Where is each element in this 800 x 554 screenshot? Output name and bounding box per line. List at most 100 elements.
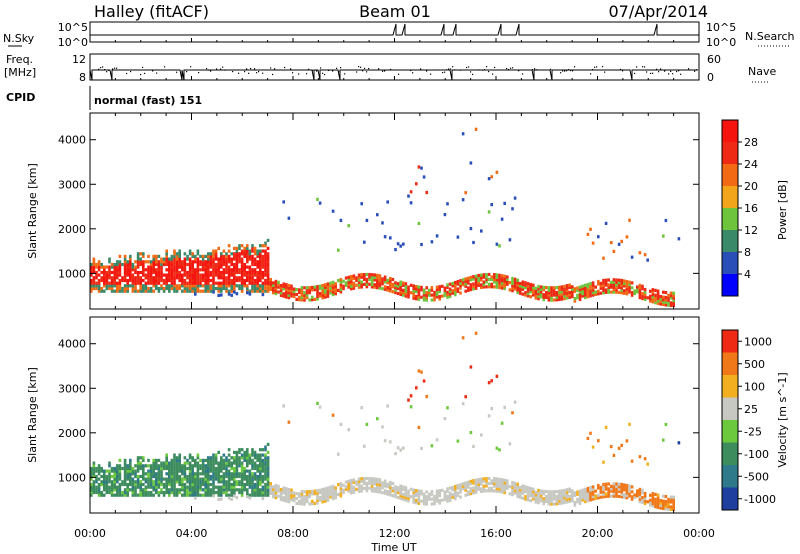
velocity-cell: [157, 472, 161, 476]
velocity-cell: [188, 466, 192, 471]
power-cell: [412, 284, 415, 288]
velocity-cell: [212, 474, 215, 479]
velocity-cell: [170, 488, 174, 492]
power-cell: [394, 281, 397, 285]
power-cell: [537, 287, 540, 291]
velocity-cell: [160, 477, 163, 481]
velocity-cell: [420, 499, 423, 503]
power-cell: [188, 257, 192, 261]
velocity-cell: [506, 481, 509, 485]
power-cell: [571, 290, 574, 294]
power-cell: [638, 283, 642, 287]
power-cell: [246, 260, 249, 264]
velocity-cell: [524, 485, 527, 489]
power-cell: [103, 278, 106, 283]
power-cell: [123, 254, 127, 258]
velocity-cell: [318, 405, 322, 409]
velocity-cell: [173, 477, 176, 481]
velocity-cell: [123, 482, 127, 487]
power-cell: [399, 290, 402, 294]
power-cell: [672, 301, 675, 305]
velocity-cell: [175, 474, 179, 479]
velocity-cell: [623, 483, 626, 487]
power-cell: [404, 292, 408, 296]
power-cell: [503, 201, 506, 205]
power-cell: [251, 244, 254, 248]
power-cell: [253, 281, 257, 285]
nave-point: [420, 68, 422, 70]
velocity-cell: [381, 491, 384, 495]
power-cell: [207, 276, 210, 280]
velocity-cell: [620, 487, 623, 491]
power-cell: [469, 278, 473, 282]
velocity-cell: [233, 456, 236, 460]
velocity-cell: [201, 472, 205, 476]
velocity-y-tick-label: 4000: [58, 338, 86, 351]
nsky-tick-top-right: 10^5: [706, 21, 736, 34]
power-cell: [201, 268, 205, 272]
velocity-cell: [490, 481, 493, 485]
power-cell: [227, 292, 231, 296]
power-cell: [365, 285, 369, 289]
velocity-cell: [251, 480, 254, 484]
power-cell: [290, 286, 293, 291]
velocity-cell: [430, 444, 434, 448]
velocity-cell: [529, 499, 532, 503]
power-cell: [274, 284, 278, 288]
nave-point: [210, 70, 212, 72]
velocity-cell: [168, 474, 171, 479]
velocity-cell: [555, 497, 558, 501]
power-cell: [287, 288, 291, 292]
power-cell: [602, 291, 605, 295]
power-cell: [643, 290, 647, 294]
velocity-cell: [318, 488, 322, 492]
power-cell: [669, 294, 673, 298]
power-cell: [443, 286, 447, 290]
power-cell: [612, 278, 616, 282]
power-cell: [378, 279, 382, 283]
velocity-cell: [316, 494, 319, 498]
velocity-cell: [157, 480, 161, 484]
power-cell: [433, 298, 436, 302]
power-cell: [207, 278, 210, 283]
power-cell: [225, 260, 228, 264]
power-cell: [487, 282, 491, 286]
nave-point: [570, 69, 572, 72]
power-cell: [469, 275, 473, 279]
velocity-cell: [391, 489, 395, 493]
nave-point: [688, 68, 690, 70]
velocity-cell: [300, 495, 304, 499]
power-cell: [149, 273, 153, 277]
velocity-cell: [490, 489, 493, 493]
power-cell: [222, 257, 226, 261]
power-cell: [266, 270, 270, 275]
velocity-cell: [123, 477, 127, 481]
power-cell: [295, 288, 298, 292]
velocity-cell: [225, 490, 228, 495]
power-cell: [168, 265, 171, 269]
velocity-cell: [667, 505, 670, 509]
velocity-cell: [126, 485, 129, 489]
velocity-cell: [188, 474, 192, 479]
velocity-cell: [142, 488, 145, 492]
power-cell: [417, 165, 421, 169]
power-cell: [344, 283, 348, 287]
velocity-cell: [425, 490, 428, 494]
power-colorbar-color-block: [722, 208, 738, 231]
velocity-cell: [199, 472, 202, 476]
power-cell: [493, 280, 496, 284]
power-cell: [641, 284, 644, 288]
power-cell: [178, 270, 181, 275]
power-cell: [474, 276, 478, 281]
power-cell: [139, 257, 142, 261]
velocity-cell: [602, 485, 605, 489]
velocity-cell: [292, 496, 296, 500]
power-cell: [175, 286, 179, 291]
nave-dots: [98, 66, 698, 76]
velocity-cell: [498, 482, 501, 486]
power-cell: [279, 291, 283, 295]
beam-title: Beam 01: [359, 2, 431, 21]
nave-point: [506, 67, 508, 70]
velocity-cell: [664, 422, 668, 427]
velocity-cell: [282, 404, 285, 408]
